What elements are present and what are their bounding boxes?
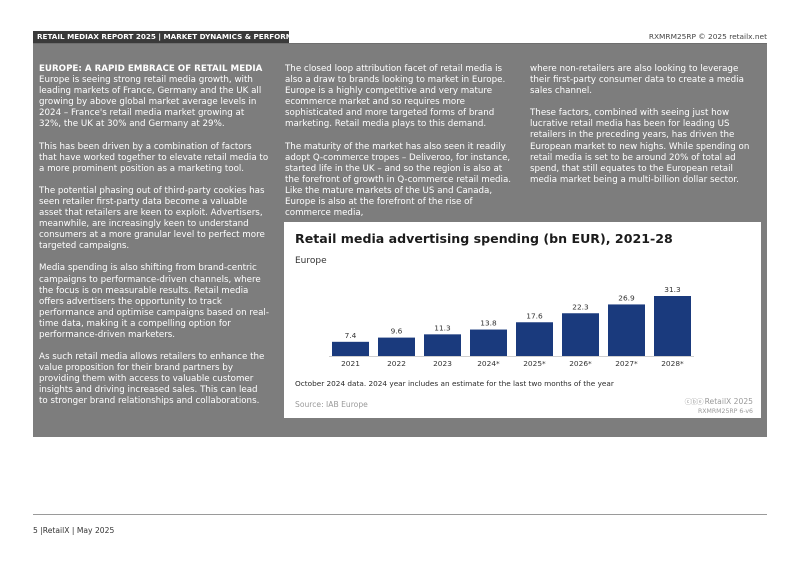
- paragraph: As such retail media allows retailers to…: [39, 352, 265, 407]
- brand-label: RetailX 2025: [704, 397, 753, 406]
- article-column-3: where non-retailers are also looking to …: [530, 64, 760, 197]
- value-label: 17.6: [526, 311, 543, 320]
- page-footer: 5 |RetailX | May 2025: [33, 526, 115, 535]
- header-divider: [33, 43, 767, 44]
- bar-2024*: [470, 329, 507, 356]
- paragraph: where non-retailers are also looking to …: [530, 64, 744, 97]
- value-label: 22.3: [572, 302, 589, 311]
- paragraph: Media spending is also shifting from bra…: [39, 263, 269, 340]
- paragraph: The potential phasing out of third-party…: [39, 185, 265, 252]
- paragraph: Europe is seeing strong retail media gro…: [39, 75, 262, 130]
- bar-2026*: [562, 313, 599, 356]
- bar-2028*: [654, 296, 691, 356]
- bar-2027*: [608, 304, 645, 356]
- category-label: 2022: [387, 359, 406, 368]
- chart-brand: ⓒⓑⓔ RetailX 2025: [685, 397, 753, 407]
- article-heading: EUROPE: A RAPID EMBRACE OF RETAIL MEDIA: [39, 64, 263, 74]
- paragraph: This has been driven by a combination of…: [39, 141, 269, 174]
- value-label: 13.8: [480, 319, 497, 328]
- bar-2022: [378, 337, 415, 356]
- paragraph: The maturity of the market has also seen…: [285, 141, 512, 219]
- category-label: 2028*: [661, 359, 684, 368]
- value-label: 7.4: [345, 331, 357, 340]
- chart-title: Retail media advertising spending (bn EU…: [295, 231, 673, 246]
- category-label: 2025*: [523, 359, 546, 368]
- bar-2025*: [516, 322, 553, 356]
- chart-code: RXMRM25RP 6-v6: [698, 408, 753, 415]
- value-label: 9.6: [391, 327, 403, 336]
- paragraph: The closed loop attribution facet of ret…: [285, 64, 506, 130]
- article-column-2: The closed loop attribution facet of ret…: [285, 64, 519, 230]
- chart-source: Source: IAB Europe: [295, 400, 368, 409]
- creative-commons-icon: ⓒⓑⓔ: [684, 398, 704, 406]
- article-column-1: EUROPE: A RAPID EMBRACE OF RETAIL MEDIA …: [39, 64, 269, 419]
- value-label: 31.3: [664, 285, 681, 294]
- chart-card: Retail media advertising spending (bn EU…: [284, 222, 761, 418]
- category-label: 2021: [341, 359, 360, 368]
- chart-subtitle: Europe: [295, 256, 327, 266]
- bar-2021: [332, 341, 369, 356]
- category-label: 2024*: [477, 359, 500, 368]
- category-label: 2027*: [615, 359, 638, 368]
- bar-2023: [424, 334, 461, 356]
- bar-chart: 7.4 2021 9.6 2022 11.3 2023 13.8 2024* 17.6 2025*…: [329, 285, 694, 368]
- footer-divider: [33, 514, 767, 515]
- value-label: 26.9: [618, 293, 635, 302]
- report-section-tag: RETAIL MEDIAX REPORT 2025 | MARKET DYNAM…: [33, 31, 289, 43]
- report-reference: RXMRM25RP © 2025 retailx.net: [648, 32, 767, 41]
- value-label: 11.3: [434, 323, 451, 332]
- category-label: 2023: [433, 359, 452, 368]
- paragraph: These factors, combined with seeing just…: [530, 108, 750, 185]
- category-label: 2026*: [569, 359, 592, 368]
- chart-note: October 2024 data. 2024 year includes an…: [295, 379, 614, 388]
